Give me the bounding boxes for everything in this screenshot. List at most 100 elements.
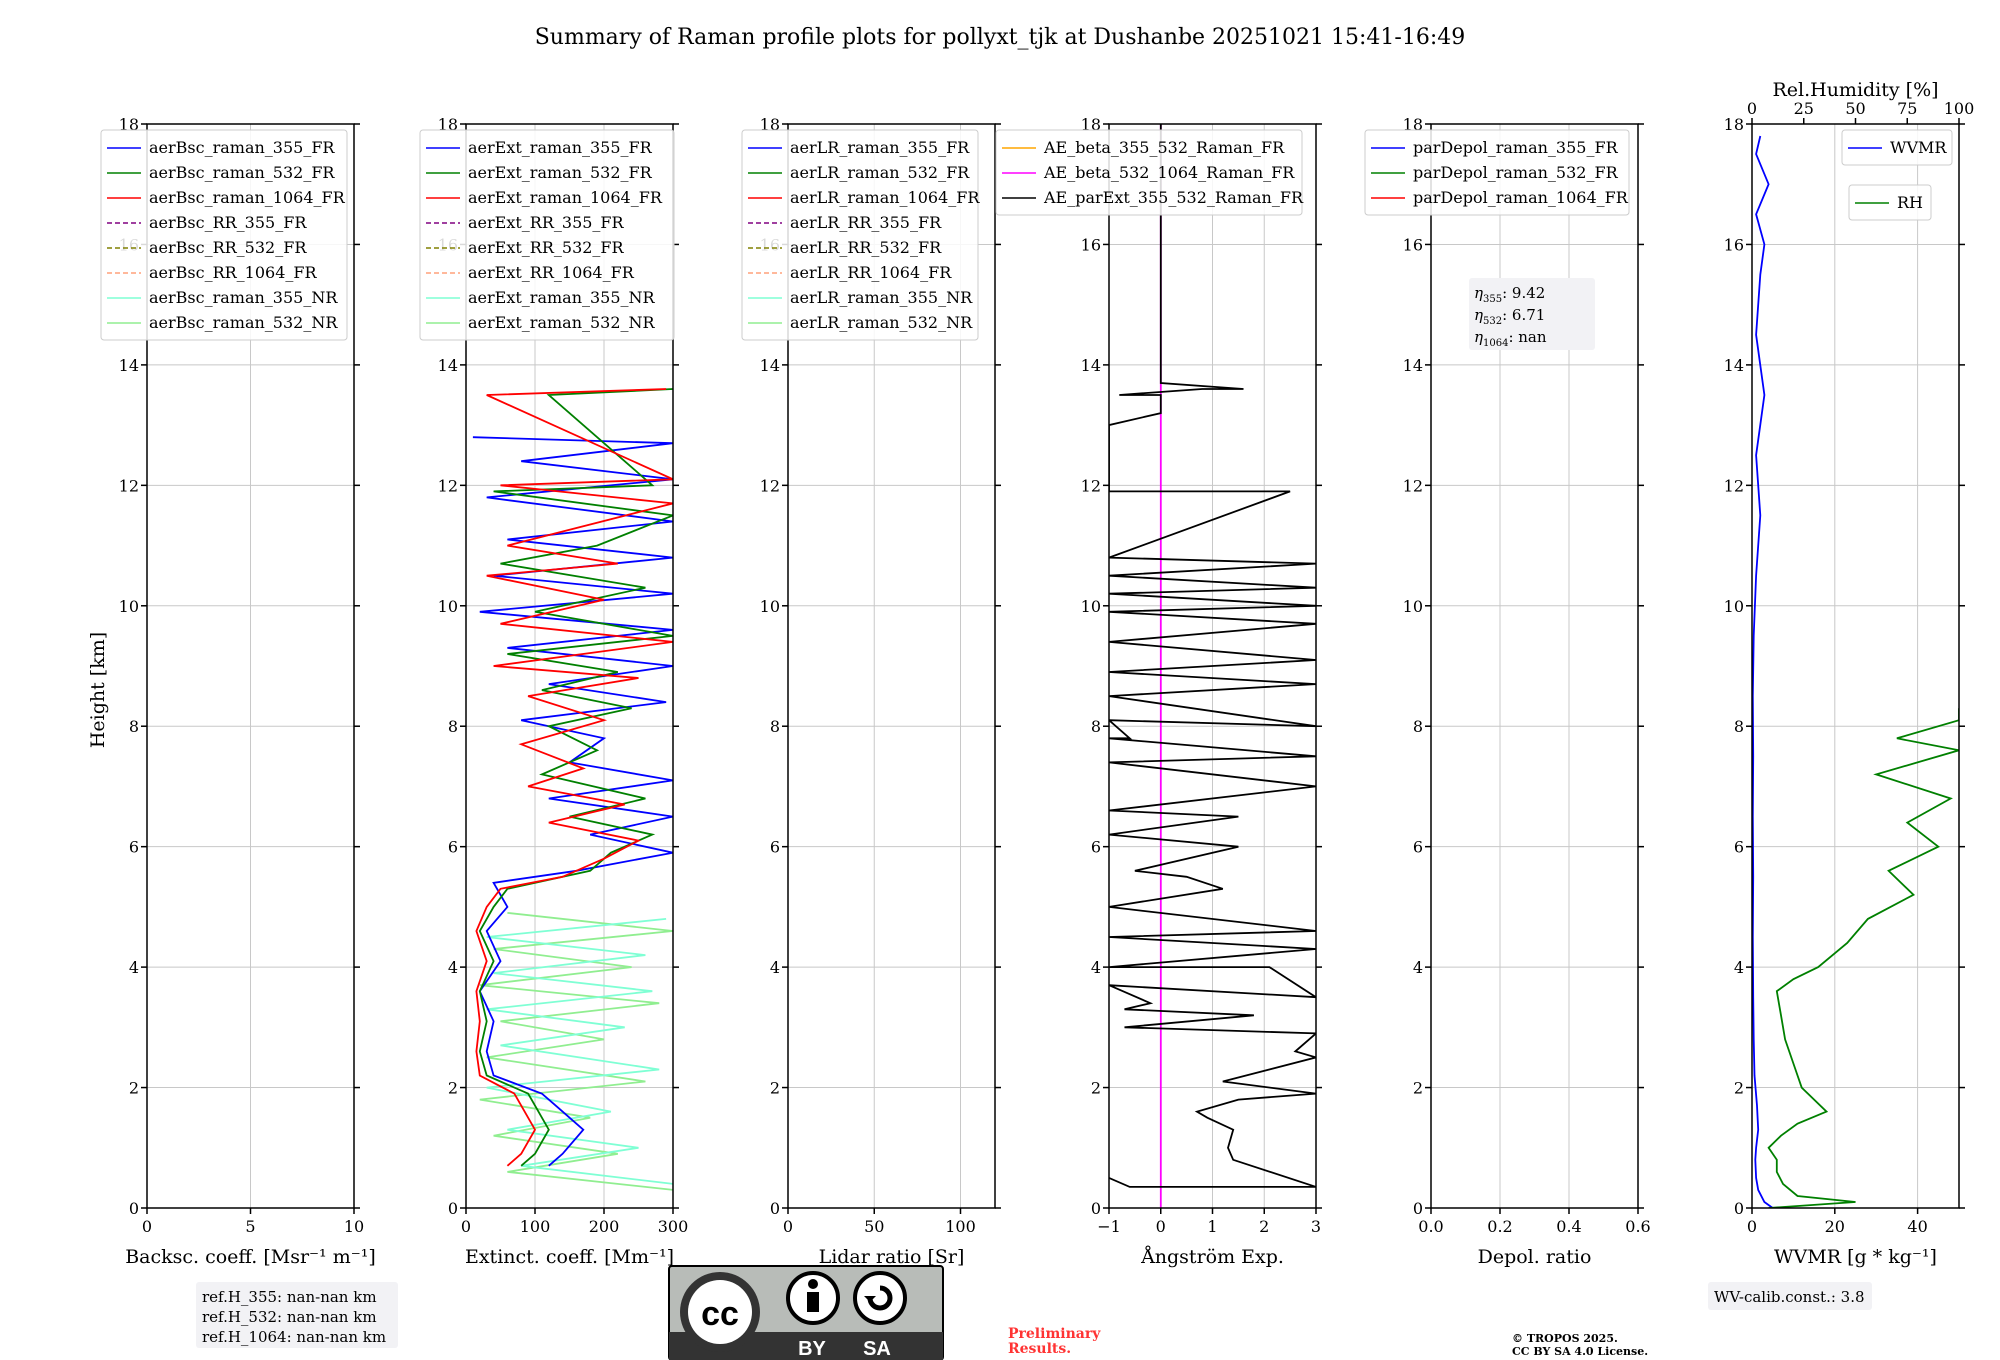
y-tick-label: 10 bbox=[760, 597, 780, 616]
y-tick-label: 8 bbox=[1734, 717, 1744, 736]
y-tick-label: 18 bbox=[1403, 115, 1423, 134]
y-tick-label: 4 bbox=[1734, 958, 1744, 977]
y-tick-label: 10 bbox=[119, 597, 139, 616]
legend-label: aerLR_raman_355_FR bbox=[790, 138, 970, 157]
x-tick-label: 0 bbox=[1747, 1217, 1757, 1236]
series-line-aerExt_raman_532_NR bbox=[479, 912, 673, 1191]
legend-label: aerExt_RR_1064_FR bbox=[468, 263, 635, 282]
top-x-axis-label: Rel.Humidity [%] bbox=[1772, 79, 1938, 101]
y-tick-label: 18 bbox=[438, 115, 458, 134]
copyright-line-1: © TROPOS 2025. bbox=[1512, 1332, 1618, 1345]
ref-height-532: ref.H_532: nan-nan km bbox=[202, 1308, 377, 1326]
top-x-tick-label: 50 bbox=[1845, 99, 1865, 118]
cc-license-badge: cc BY SA bbox=[668, 1265, 944, 1360]
y-tick-label: 4 bbox=[129, 958, 139, 977]
legend-label: aerBsc_raman_355_FR bbox=[149, 138, 335, 157]
y-tick-label: 4 bbox=[1091, 958, 1101, 977]
legend-box bbox=[1848, 184, 1932, 221]
panel-backscatter: 0246810121416180510Backsc. coeff. [Msr⁻¹… bbox=[100, 115, 376, 1268]
y-tick-label: 12 bbox=[760, 476, 780, 495]
y-tick-label: 2 bbox=[1413, 1079, 1423, 1098]
wv-calib-text: WV-calib.const.: 3.8 bbox=[1714, 1288, 1865, 1306]
y-tick-label: 14 bbox=[438, 356, 458, 375]
legend: WVMR bbox=[1841, 129, 1953, 166]
wv-calib-annotation: WV-calib.const.: 3.8 bbox=[1708, 1282, 1872, 1310]
top-x-tick-label: 100 bbox=[1944, 99, 1975, 118]
y-tick-label: 12 bbox=[438, 476, 458, 495]
preliminary-line-1: Preliminary bbox=[1008, 1326, 1101, 1342]
y-tick-label: 12 bbox=[1403, 476, 1423, 495]
legend-label: aerLR_raman_355_NR bbox=[790, 288, 973, 307]
y-tick-label: 8 bbox=[1091, 717, 1101, 736]
y-tick-label: 4 bbox=[448, 958, 458, 977]
copyright-line-2: CC BY SA 4.0 License. bbox=[1512, 1345, 1648, 1358]
plot-frame bbox=[1751, 123, 1960, 1209]
y-tick-label: 2 bbox=[770, 1079, 780, 1098]
y-tick-label: 16 bbox=[1081, 235, 1101, 254]
legend: parDepol_raman_355_FR parDepol_raman_532_… bbox=[1364, 129, 1630, 216]
x-tick-label: 0.2 bbox=[1487, 1217, 1512, 1236]
x-axis-label: WVMR [g * kg⁻¹] bbox=[1774, 1246, 1937, 1268]
legend: aerExt_raman_355_FR aerExt_raman_532_FRae… bbox=[419, 129, 675, 341]
y-tick-label: 0 bbox=[1091, 1199, 1101, 1218]
panel-depol: 0 2 4 6 8 10 12 14 16 18 0.0 0.2 0.4 0.6 Depol. ratio p… bbox=[1364, 115, 1651, 1268]
legend: aerLR_raman_355_FR aerLR_raman_532_FR aerL… bbox=[741, 129, 980, 341]
legend-label: parDepol_raman_1064_FR bbox=[1413, 188, 1629, 207]
x-axis-label: Extinct. coeff. [Mm⁻¹] bbox=[465, 1246, 674, 1268]
legend-label: aerExt_raman_355_NR bbox=[468, 288, 656, 307]
legend-label: aerExt_RR_355_FR bbox=[468, 213, 625, 232]
x-tick-label: 100 bbox=[945, 1217, 976, 1236]
x-tick-label: 0.6 bbox=[1625, 1217, 1650, 1236]
legend-label: AE_beta_355_532_Raman_FR bbox=[1043, 138, 1285, 157]
x-tick-label: 1 bbox=[1207, 1217, 1217, 1236]
y-tick-label: 18 bbox=[760, 115, 780, 134]
y-tick-label: 16 bbox=[1403, 235, 1423, 254]
x-tick-label: 0 bbox=[461, 1217, 471, 1236]
y-tick-label: 14 bbox=[760, 356, 780, 375]
legend-box bbox=[1841, 129, 1953, 166]
legend-label: aerExt_raman_1064_FR bbox=[468, 188, 663, 207]
x-tick-label: 2 bbox=[1259, 1217, 1269, 1236]
x-tick-label: 20 bbox=[1825, 1217, 1845, 1236]
y-tick-label: 12 bbox=[1724, 476, 1744, 495]
ref-height-355: ref.H_355: nan-nan km bbox=[202, 1288, 377, 1306]
ref-height-1064: ref.H_1064: nan-nan km bbox=[202, 1328, 386, 1346]
x-tick-label: 0 bbox=[142, 1217, 152, 1236]
legend-label: WVMR bbox=[1890, 138, 1947, 157]
y-tick-label: 6 bbox=[1413, 838, 1423, 857]
legend-label: aerBsc_raman_532_FR bbox=[149, 163, 335, 182]
y-tick-label: 8 bbox=[770, 717, 780, 736]
y-tick-label: 4 bbox=[770, 958, 780, 977]
y-tick-label: 2 bbox=[1091, 1079, 1101, 1098]
panel-lidar_ratio: 024681012141618050100Lidar ratio [Sr]aer… bbox=[741, 115, 1001, 1268]
legend-label: aerLR_RR_355_FR bbox=[790, 213, 942, 232]
x-tick-label: 3 bbox=[1311, 1217, 1321, 1236]
y-tick-label: 12 bbox=[1081, 476, 1101, 495]
y-tick-label: 18 bbox=[119, 115, 139, 134]
legend-box bbox=[419, 129, 675, 341]
y-tick-label: 8 bbox=[129, 717, 139, 736]
y-axis-label: Height [km] bbox=[87, 632, 109, 748]
series-line-aerExt_raman_532_FR bbox=[478, 388, 673, 1167]
y-tick-label: 14 bbox=[1081, 356, 1101, 375]
series-line-WVMR bbox=[1752, 135, 1774, 1208]
series-line-aerExt_raman_355_NR bbox=[486, 918, 673, 1185]
sa-label: SA bbox=[863, 1338, 891, 1360]
legend: AE_beta_355_532_Raman_FR AE_beta_532_1064… bbox=[995, 129, 1304, 216]
legend-label: RH bbox=[1897, 193, 1923, 212]
panels: 0246810121416180510Backsc. coeff. [Msr⁻¹… bbox=[100, 79, 1975, 1268]
y-tick-label: 2 bbox=[1734, 1079, 1744, 1098]
y-tick-label: 12 bbox=[119, 476, 139, 495]
x-axis-label: Lidar ratio [Sr] bbox=[819, 1246, 965, 1268]
top-x-tick-label: 0 bbox=[1747, 99, 1757, 118]
y-tick-label: 10 bbox=[1403, 597, 1423, 616]
x-axis-label: Ångström Exp. bbox=[1140, 1246, 1284, 1268]
legend-label: aerBsc_raman_532_NR bbox=[149, 313, 338, 332]
y-tick-label: 0 bbox=[1734, 1199, 1744, 1218]
legend-label: aerExt_RR_532_FR bbox=[468, 238, 625, 257]
y-tick-label: 10 bbox=[1724, 597, 1744, 616]
y-tick-label: 4 bbox=[1413, 958, 1423, 977]
